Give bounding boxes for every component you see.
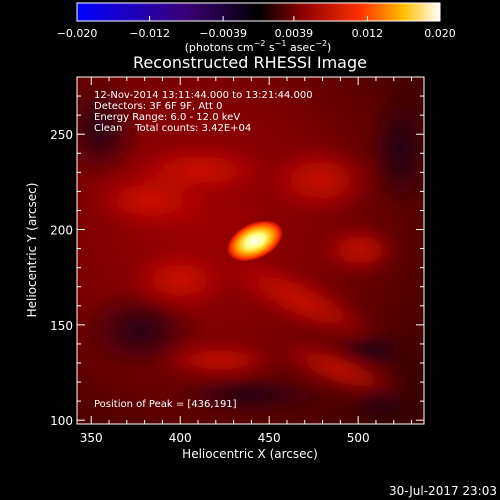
x-tick-label: 500 (347, 431, 370, 445)
plot-title: Reconstructed RHESSI Image (133, 53, 367, 72)
colorbar-tick-label: 0.0039 (275, 27, 314, 40)
info-line-detectors: Detectors: 3F 6F 9F, Att 0 (94, 101, 222, 112)
colorbar-unit: (photons cm−2 s−1 asec−2) (185, 39, 332, 54)
plot-frame (76, 76, 425, 425)
colorbar-tick-label: −0.012 (129, 27, 170, 40)
x-axis-ticks: 350 400 450 500 (80, 77, 413, 445)
y-axis-label: Heliocentric Y (arcsec) (25, 183, 39, 318)
x-axis-label: Heliocentric X (arcsec) (182, 447, 318, 461)
rhessi-image (77, 77, 424, 424)
info-line-time: 12-Nov-2014 13:11:44.000 to 13:21:44.000 (94, 90, 313, 101)
info-line-clean: Clean Total counts: 3.42E+04 (94, 123, 251, 134)
x-tick-label: 450 (258, 431, 281, 445)
colorbar-gradient (76, 2, 441, 22)
colorbar-tick-label: 0.012 (352, 27, 384, 40)
peak-source (226, 220, 284, 262)
x-tick-label: 400 (169, 431, 192, 445)
colorbar-tick-label: −0.020 (57, 27, 98, 40)
footer-timestamp: 30-Jul-2017 23:03 (389, 484, 497, 498)
y-axis-ticks: 100 150 200 250 (50, 95, 424, 428)
info-line-energy: Energy Range: 6.0 - 12.0 keV (94, 112, 240, 123)
colorbar-tick-label: 0.020 (424, 27, 456, 40)
x-tick-label: 350 (80, 431, 103, 445)
y-tick-label: 100 (50, 414, 73, 428)
y-tick-label: 150 (50, 319, 73, 333)
peak-position-label: Position of Peak = [436,191] (94, 399, 237, 410)
y-tick-label: 200 (50, 224, 73, 238)
info-block: 12-Nov-2014 13:11:44.000 to 13:21:44.000… (94, 90, 313, 134)
colorbar: −0.020 −0.012 −0.0039 0.0039 0.012 0.020 (pho… (57, 2, 456, 54)
colorbar-ticks: −0.020 −0.012 −0.0039 0.0039 0.012 0.020 (57, 16, 456, 40)
colorbar-tick-label: −0.0039 (199, 27, 247, 40)
y-tick-label: 250 (50, 128, 73, 142)
